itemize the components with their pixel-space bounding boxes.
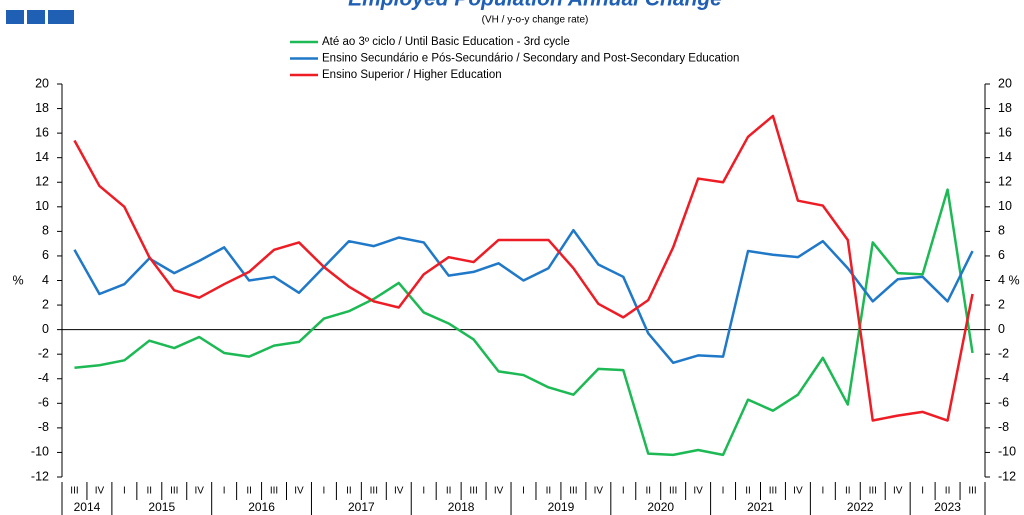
series-line xyxy=(74,188,974,457)
legend-label: Até ao 3º ciclo / Until Basic Education … xyxy=(322,36,570,48)
x-tick-label: I xyxy=(622,486,625,497)
chart-title: Employed Population Annual Change xyxy=(348,0,722,11)
x-tick-label: IV xyxy=(693,486,703,497)
y-tick-label: 4 xyxy=(42,273,49,287)
y2-tick-label: 16 xyxy=(998,125,1012,139)
x-tick-label: IV xyxy=(494,486,504,497)
x-tick-label: I xyxy=(422,486,425,497)
x-tick-label: IV xyxy=(95,486,105,497)
y-tick-label: -10 xyxy=(31,445,49,459)
x-tick-label: IV xyxy=(394,486,404,497)
y2-tick-label: -12 xyxy=(998,469,1016,483)
logo xyxy=(6,10,74,24)
year-label: 2015 xyxy=(148,500,175,514)
y-tick-label: -8 xyxy=(38,420,49,434)
x-tick-label: I xyxy=(223,486,226,497)
y2-tick-label: 20 xyxy=(998,76,1012,90)
x-tick-label: III xyxy=(769,486,777,497)
x-tick-label: II xyxy=(645,486,651,497)
x-tick-label: III xyxy=(869,486,877,497)
y2-tick-label: 8 xyxy=(998,224,1005,238)
y2-tick-label: 14 xyxy=(998,150,1012,164)
y-tick-label: 12 xyxy=(35,175,49,189)
y2-tick-label: 6 xyxy=(998,248,1005,262)
y2-tick-label: 10 xyxy=(998,199,1012,213)
chart-subtitle: (VH / y-o-y change rate) xyxy=(482,15,589,26)
y2-tick-label: -10 xyxy=(998,445,1016,459)
year-label: 2017 xyxy=(348,500,375,514)
x-tick-label: I xyxy=(323,486,326,497)
year-label: 2023 xyxy=(934,500,961,514)
x-tick-label: IV xyxy=(793,486,803,497)
y-tick-label: -6 xyxy=(38,396,49,410)
x-tick-label: II xyxy=(945,486,951,497)
x-tick-label: III xyxy=(370,486,378,497)
y-tick-label: 8 xyxy=(42,224,49,238)
y2-tick-label: -4 xyxy=(998,371,1009,385)
x-tick-label: I xyxy=(921,486,924,497)
y2-axis-label: % xyxy=(1008,273,1019,287)
x-tick-label: II xyxy=(147,486,153,497)
x-tick-label: II xyxy=(446,486,452,497)
y2-tick-label: -8 xyxy=(998,420,1009,434)
x-tick-label: IV xyxy=(893,486,903,497)
year-label: 2019 xyxy=(548,500,575,514)
x-tick-label: I xyxy=(123,486,126,497)
x-tick-label: I xyxy=(722,486,725,497)
y-axis-label: % xyxy=(12,273,23,287)
x-tick-label: III xyxy=(270,486,278,497)
year-label: 2018 xyxy=(448,500,475,514)
y-tick-label: 2 xyxy=(42,297,49,311)
series-line xyxy=(73,228,974,365)
year-label: 2021 xyxy=(747,500,774,514)
series-line xyxy=(73,114,974,422)
x-tick-label: III xyxy=(70,486,78,497)
x-tick-label: III xyxy=(569,486,577,497)
x-tick-label: II xyxy=(745,486,751,497)
x-tick-label: II xyxy=(845,486,851,497)
y-tick-label: 0 xyxy=(42,322,49,336)
x-tick-label: IV xyxy=(294,486,304,497)
x-tick-label: III xyxy=(669,486,677,497)
y-tick-label: -4 xyxy=(38,371,49,385)
y2-tick-label: -6 xyxy=(998,396,1009,410)
y2-tick-label: 18 xyxy=(998,101,1012,115)
x-tick-label: III xyxy=(968,486,976,497)
x-tick-label: II xyxy=(546,486,552,497)
x-tick-label: III xyxy=(170,486,178,497)
x-tick-label: IV xyxy=(594,486,604,497)
x-tick-label: II xyxy=(246,486,252,497)
y-tick-label: 20 xyxy=(35,76,49,90)
y-tick-label: 16 xyxy=(35,125,49,139)
year-label: 2016 xyxy=(248,500,275,514)
x-tick-label: IV xyxy=(194,486,204,497)
y-tick-label: -12 xyxy=(31,469,49,483)
x-tick-label: I xyxy=(522,486,525,497)
y-tick-label: 18 xyxy=(35,101,49,115)
legend-label: Ensino Secundário e Pós-Secundário / Sec… xyxy=(322,53,739,65)
y-tick-label: -2 xyxy=(38,346,49,360)
x-tick-label: III xyxy=(469,486,477,497)
x-tick-label: I xyxy=(821,486,824,497)
y2-tick-label: 2 xyxy=(998,297,1005,311)
y-tick-label: 6 xyxy=(42,248,49,262)
y2-tick-label: 4 xyxy=(998,273,1005,287)
y-tick-label: 10 xyxy=(35,199,49,213)
year-label: 2020 xyxy=(647,500,674,514)
year-label: 2022 xyxy=(847,500,874,514)
x-tick-label: II xyxy=(346,486,352,497)
y-tick-label: 14 xyxy=(35,150,49,164)
y2-tick-label: 0 xyxy=(998,322,1005,336)
y2-tick-label: -2 xyxy=(998,346,1009,360)
year-label: 2014 xyxy=(74,500,101,514)
y2-tick-label: 12 xyxy=(998,175,1012,189)
legend-label: Ensino Superior / Higher Education xyxy=(322,69,502,81)
